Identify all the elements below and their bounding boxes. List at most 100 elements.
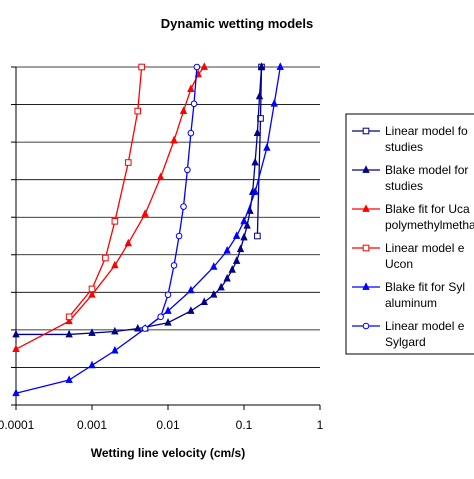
data-point xyxy=(65,375,73,383)
data-point xyxy=(362,204,370,212)
data-point xyxy=(138,63,145,71)
data-point xyxy=(251,187,259,195)
data-point xyxy=(228,265,236,273)
data-point xyxy=(88,328,96,336)
chart-title: Dynamic wetting models xyxy=(161,16,313,31)
gridlines xyxy=(11,66,320,406)
x-axis-label: Wetting line velocity (cm/s) xyxy=(91,446,245,460)
data-point xyxy=(88,285,96,293)
data-point xyxy=(179,106,188,114)
data-point xyxy=(210,262,218,270)
data-point xyxy=(253,128,262,137)
legend-item: Blake fit for Syl aluminum xyxy=(352,280,465,310)
x-tick-labels: 0.0001 0.001 0.01 0.1 1 xyxy=(0,405,324,432)
x-tick-label: 0.001 xyxy=(77,418,107,432)
data-point xyxy=(164,306,172,314)
data-point xyxy=(12,388,20,397)
data-point xyxy=(134,323,142,332)
legend-label: Linear model e Ucon xyxy=(385,241,465,271)
data-point xyxy=(12,344,20,353)
data-point xyxy=(362,165,370,173)
data-point xyxy=(187,285,195,294)
series xyxy=(65,63,145,321)
series xyxy=(12,62,266,338)
series-line xyxy=(16,66,263,336)
data-point xyxy=(232,256,241,264)
data-point xyxy=(200,297,208,306)
legend-item: Linear model e Ucon xyxy=(352,241,465,271)
data-point xyxy=(164,318,172,326)
data-point xyxy=(65,316,73,325)
data-point xyxy=(236,244,245,253)
series xyxy=(12,62,208,353)
data-point xyxy=(180,203,187,210)
legend-label: Blake fit for Syl aluminum xyxy=(385,280,465,310)
data-point xyxy=(276,62,284,70)
legend-item: Linear model e Sylgard xyxy=(352,319,465,349)
data-point xyxy=(254,232,261,240)
data-point xyxy=(243,221,251,229)
data-point xyxy=(65,329,73,338)
series-layer xyxy=(12,62,284,397)
data-point xyxy=(187,84,195,92)
data-point xyxy=(164,291,172,299)
data-point xyxy=(141,325,149,332)
data-point xyxy=(251,157,259,166)
data-point xyxy=(362,322,370,330)
series-line xyxy=(15,66,205,350)
data-point xyxy=(187,306,195,314)
data-point xyxy=(102,254,109,262)
legend-label: Blake model for studies xyxy=(385,163,468,193)
data-point xyxy=(156,172,165,181)
data-point xyxy=(65,313,73,321)
data-point xyxy=(12,329,20,338)
legend: Linear model fo studies Blake model for stu… xyxy=(345,113,474,355)
legend-box xyxy=(345,113,474,355)
data-point xyxy=(223,273,231,282)
data-point xyxy=(157,313,164,321)
data-point xyxy=(88,360,96,369)
data-point xyxy=(134,107,142,115)
data-point xyxy=(175,232,183,240)
legend-item: Blake fit for Uca polymethylmetha xyxy=(352,202,474,232)
series-line xyxy=(15,66,281,394)
data-point xyxy=(111,326,119,335)
legend-label: Blake fit for Uca polymethylmetha xyxy=(385,202,474,232)
data-point xyxy=(141,209,149,217)
data-point xyxy=(124,159,132,166)
data-point xyxy=(240,216,248,225)
series xyxy=(12,62,284,397)
data-point xyxy=(257,62,266,70)
series-line xyxy=(144,66,198,330)
data-point xyxy=(270,99,278,107)
legend-label: Linear model e Sylgard xyxy=(385,319,465,349)
data-point xyxy=(362,127,370,135)
data-point xyxy=(111,345,119,354)
data-point xyxy=(124,238,132,247)
series xyxy=(141,63,201,332)
legend-label: Linear model fo studies xyxy=(385,124,468,154)
data-point xyxy=(190,100,198,108)
legend-item: Blake model for studies xyxy=(352,163,468,193)
axes xyxy=(15,67,320,406)
data-point xyxy=(362,244,370,252)
data-point xyxy=(170,262,178,269)
data-point xyxy=(111,260,119,269)
legend-item: Linear model fo studies xyxy=(352,124,468,154)
x-tick-label: 1 xyxy=(317,418,324,432)
data-point xyxy=(187,129,195,137)
data-point xyxy=(232,231,241,239)
data-point xyxy=(255,91,264,100)
data-point xyxy=(240,232,248,241)
x-tick-label: 0.01 xyxy=(156,418,180,432)
data-point xyxy=(193,63,201,71)
data-point xyxy=(362,282,370,290)
data-point xyxy=(88,290,96,298)
data-point xyxy=(223,246,231,254)
data-point xyxy=(210,290,218,298)
data-point xyxy=(200,62,208,70)
x-tick-label: 0.0001 xyxy=(0,418,35,432)
data-point xyxy=(217,282,225,291)
